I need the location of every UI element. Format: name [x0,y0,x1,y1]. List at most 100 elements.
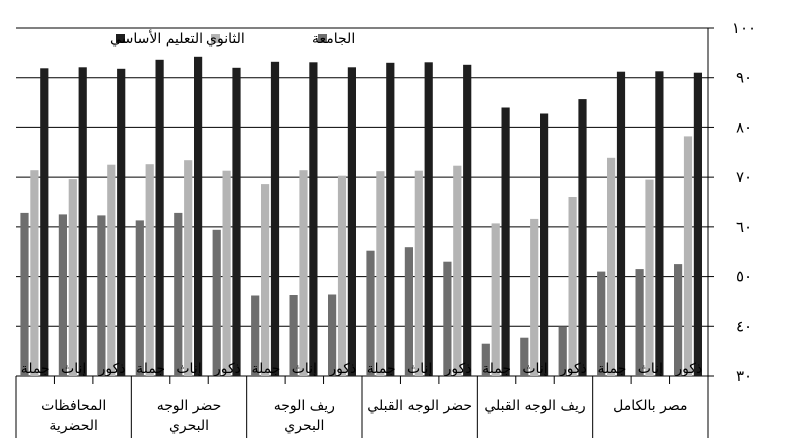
bar [299,170,308,376]
bar [78,67,87,377]
bar [635,269,644,376]
category-label: إناث [638,361,663,377]
legend-label: الجامعة [312,31,355,47]
y-tick-label: ٧٠ [736,168,752,186]
category-labels: ذكور إناث جملة ذكور إناث جملة ذكور إناث جملة ذكور… [21,361,702,377]
category-label: ذكور [444,361,472,377]
y-tick-label: ٩٠ [736,69,752,87]
bar [117,68,126,377]
bar [107,164,116,376]
bar [261,184,270,376]
bar [20,212,29,376]
legend-swatch [318,34,327,43]
bar [289,295,298,376]
bar [347,67,356,377]
category-label: إناث [407,361,432,377]
bar [491,223,500,376]
bar [155,59,164,377]
legend-swatch [211,34,220,43]
bar [481,343,490,376]
bar [30,170,39,376]
bar [540,113,549,376]
bar [443,261,452,376]
bar [404,247,413,376]
bar [568,197,577,376]
bar [366,250,375,376]
bar [174,212,183,376]
bar [463,64,472,377]
legend-label: التعليم الأساسي [110,29,203,47]
group-labels: مصر بالكامل ريف الوجه القبلي حضر الوجه الق… [41,398,687,434]
bar [424,62,433,377]
bar [683,136,693,376]
group-label: البحري [284,418,324,434]
bar [558,326,567,376]
bar [655,71,664,377]
bar [578,99,587,376]
bar [693,72,702,376]
bar [337,175,347,376]
category-label: جملة [136,361,165,377]
bar [616,71,626,376]
bar [501,107,510,376]
bar [645,179,654,376]
group-label: البحري [169,418,209,434]
bar [530,218,539,376]
group-label: ريف الوجه القبلي [484,398,585,414]
bar [135,220,144,376]
category-label: ذكور [674,361,702,377]
bar [597,271,606,376]
y-tick-labels: ٣٠ ٤٠ ٥٠ ٦٠ ٧٠ ٨٠ ٩٠ ١٠٠ [732,19,756,385]
axes [15,27,714,438]
group-label: مصر بالكامل [613,398,687,414]
bar [212,229,221,376]
category-label: جملة [482,361,511,377]
group-label: الحضرية [49,418,97,434]
y-tick-label: ٤٠ [736,317,752,335]
bar [520,337,529,376]
category-label: إناث [292,361,317,377]
bar [376,171,385,376]
bars [20,56,702,377]
category-label: ذكور [328,361,356,377]
bar [309,62,318,377]
bar [194,56,203,377]
category-label: جملة [21,361,50,377]
bar [222,170,231,376]
y-tick-label: ٣٠ [736,367,752,385]
y-tick-label: ٨٠ [736,118,752,136]
category-label: إناث [522,361,547,377]
bar [68,179,77,376]
gridlines [16,27,708,327]
category-label: ذكور [559,361,587,377]
bar [328,294,337,376]
category-label: جملة [597,361,626,377]
group-label: حضر الوجه القبلي [367,398,472,414]
y-tick-label: ٦٠ [736,218,752,236]
bar [674,264,683,376]
category-label: إناث [176,361,201,377]
bar [386,62,395,377]
bar [40,68,49,377]
group-label: ريف الوجه [274,398,335,414]
legend-swatch [116,34,125,43]
bar [58,214,67,376]
category-label: ذكور [213,361,241,377]
category-label: ذكور [98,361,126,377]
y-tick-label: ١٠٠ [732,19,756,37]
bar [232,67,241,377]
bar [607,157,616,376]
group-label: حضر الوجه [157,398,222,414]
y-tick-label: ٥٠ [736,268,752,286]
legend-label: الثانوي [206,31,245,47]
category-label: جملة [367,361,396,377]
group-label: المحافظات [41,398,106,414]
bar [270,61,280,377]
bar [184,160,193,376]
bar [414,170,423,376]
category-label: إناث [61,361,86,377]
category-label: جملة [251,361,280,377]
bar [251,295,260,376]
